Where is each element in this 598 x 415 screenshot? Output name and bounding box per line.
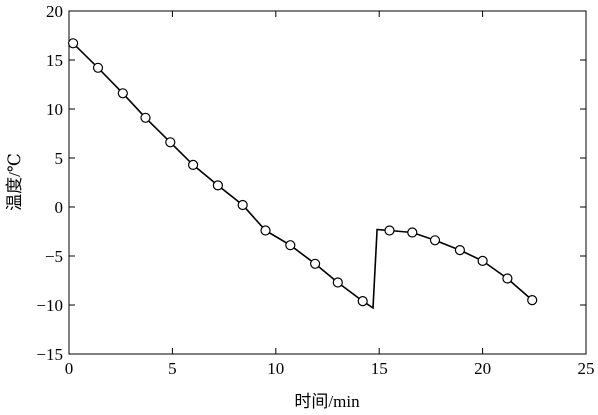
data-point bbox=[527, 295, 538, 306]
data-point bbox=[332, 277, 343, 288]
data-point bbox=[188, 159, 199, 170]
data-point bbox=[502, 273, 513, 284]
data-point bbox=[237, 199, 248, 211]
series-markers bbox=[67, 38, 538, 307]
y-tick-label: 15 bbox=[46, 51, 63, 70]
data-point bbox=[407, 227, 418, 238]
x-axis-label: 时间/min bbox=[294, 392, 360, 411]
data-point bbox=[212, 180, 223, 191]
y-axis-label: 温度/℃ bbox=[5, 153, 24, 211]
data-point bbox=[285, 240, 296, 251]
data-point bbox=[357, 296, 368, 307]
y-tick-label: −5 bbox=[45, 247, 63, 266]
x-tick-label: 0 bbox=[65, 359, 74, 378]
data-point bbox=[165, 137, 176, 148]
data-point bbox=[260, 225, 271, 236]
y-tick-label: −10 bbox=[36, 296, 63, 315]
y-tick-label: 10 bbox=[46, 100, 63, 119]
data-point bbox=[384, 225, 395, 236]
x-tick-label: 10 bbox=[267, 359, 284, 378]
data-point bbox=[117, 88, 128, 99]
x-tick-label: 20 bbox=[474, 359, 491, 378]
series-line bbox=[72, 42, 533, 310]
y-tick-labels: −15 −10 −5 0 5 10 15 20 bbox=[36, 2, 63, 364]
data-point bbox=[429, 235, 441, 246]
y-tick-label: 5 bbox=[55, 149, 64, 168]
data-point bbox=[67, 38, 79, 49]
data-point bbox=[454, 245, 465, 256]
data-point bbox=[310, 258, 321, 269]
x-tick-labels: 0 5 10 15 20 25 bbox=[65, 359, 595, 378]
data-point bbox=[92, 62, 104, 73]
plot-frame bbox=[68, 10, 587, 355]
x-tick-label: 5 bbox=[168, 359, 177, 378]
x-tick-label: 25 bbox=[578, 359, 595, 378]
y-tick-label: 0 bbox=[55, 198, 64, 217]
y-tick-label: 20 bbox=[46, 2, 63, 21]
axis-ticks bbox=[69, 11, 586, 354]
data-point bbox=[140, 112, 151, 123]
data-point bbox=[477, 255, 488, 266]
y-tick-label: −15 bbox=[36, 345, 63, 364]
x-tick-label: 15 bbox=[371, 359, 388, 378]
